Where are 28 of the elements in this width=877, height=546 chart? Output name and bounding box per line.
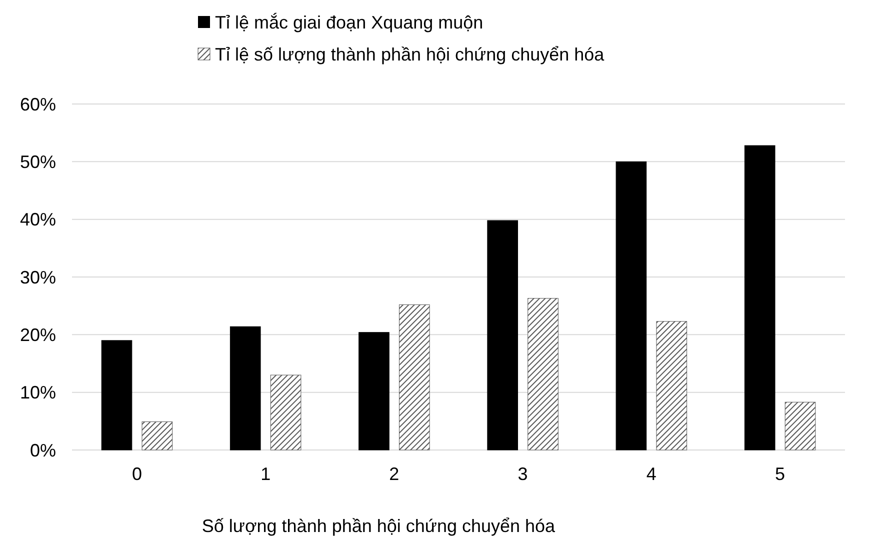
bar [142, 421, 173, 450]
x-tick-label: 2 [389, 464, 400, 484]
bar [784, 402, 816, 450]
y-tick-label: 0% [30, 440, 56, 460]
x-tick-label: 5 [775, 464, 786, 484]
x-axis-title: Số lượng thành phần hội chứng chuyển hóa [202, 516, 556, 536]
y-tick-label: 60% [20, 94, 56, 114]
x-tick-label: 4 [646, 464, 656, 484]
x-tick-label: 0 [132, 464, 142, 484]
bar [398, 304, 430, 450]
bar [656, 321, 688, 450]
x-tick-label: 3 [518, 464, 528, 484]
bar [101, 340, 132, 450]
bar [744, 145, 776, 450]
y-tick-label: 10% [20, 382, 56, 403]
y-tick-label: 50% [20, 152, 56, 172]
bar [616, 161, 647, 450]
bar [270, 374, 302, 450]
y-tick-label: 30% [20, 267, 56, 288]
bar [487, 220, 518, 450]
bar [230, 326, 261, 450]
y-tick-label: 20% [20, 324, 56, 345]
legend-label: Tỉ lệ số lượng thành phần hội chứng chuyển hóa [215, 44, 606, 64]
bar [358, 332, 390, 450]
x-tick-label: 1 [260, 464, 271, 484]
y-tick-label: 40% [20, 210, 56, 230]
bar [528, 298, 558, 450]
legend-label: Tỉ lệ mắc giai đoạn Xquang muộn [215, 12, 484, 32]
